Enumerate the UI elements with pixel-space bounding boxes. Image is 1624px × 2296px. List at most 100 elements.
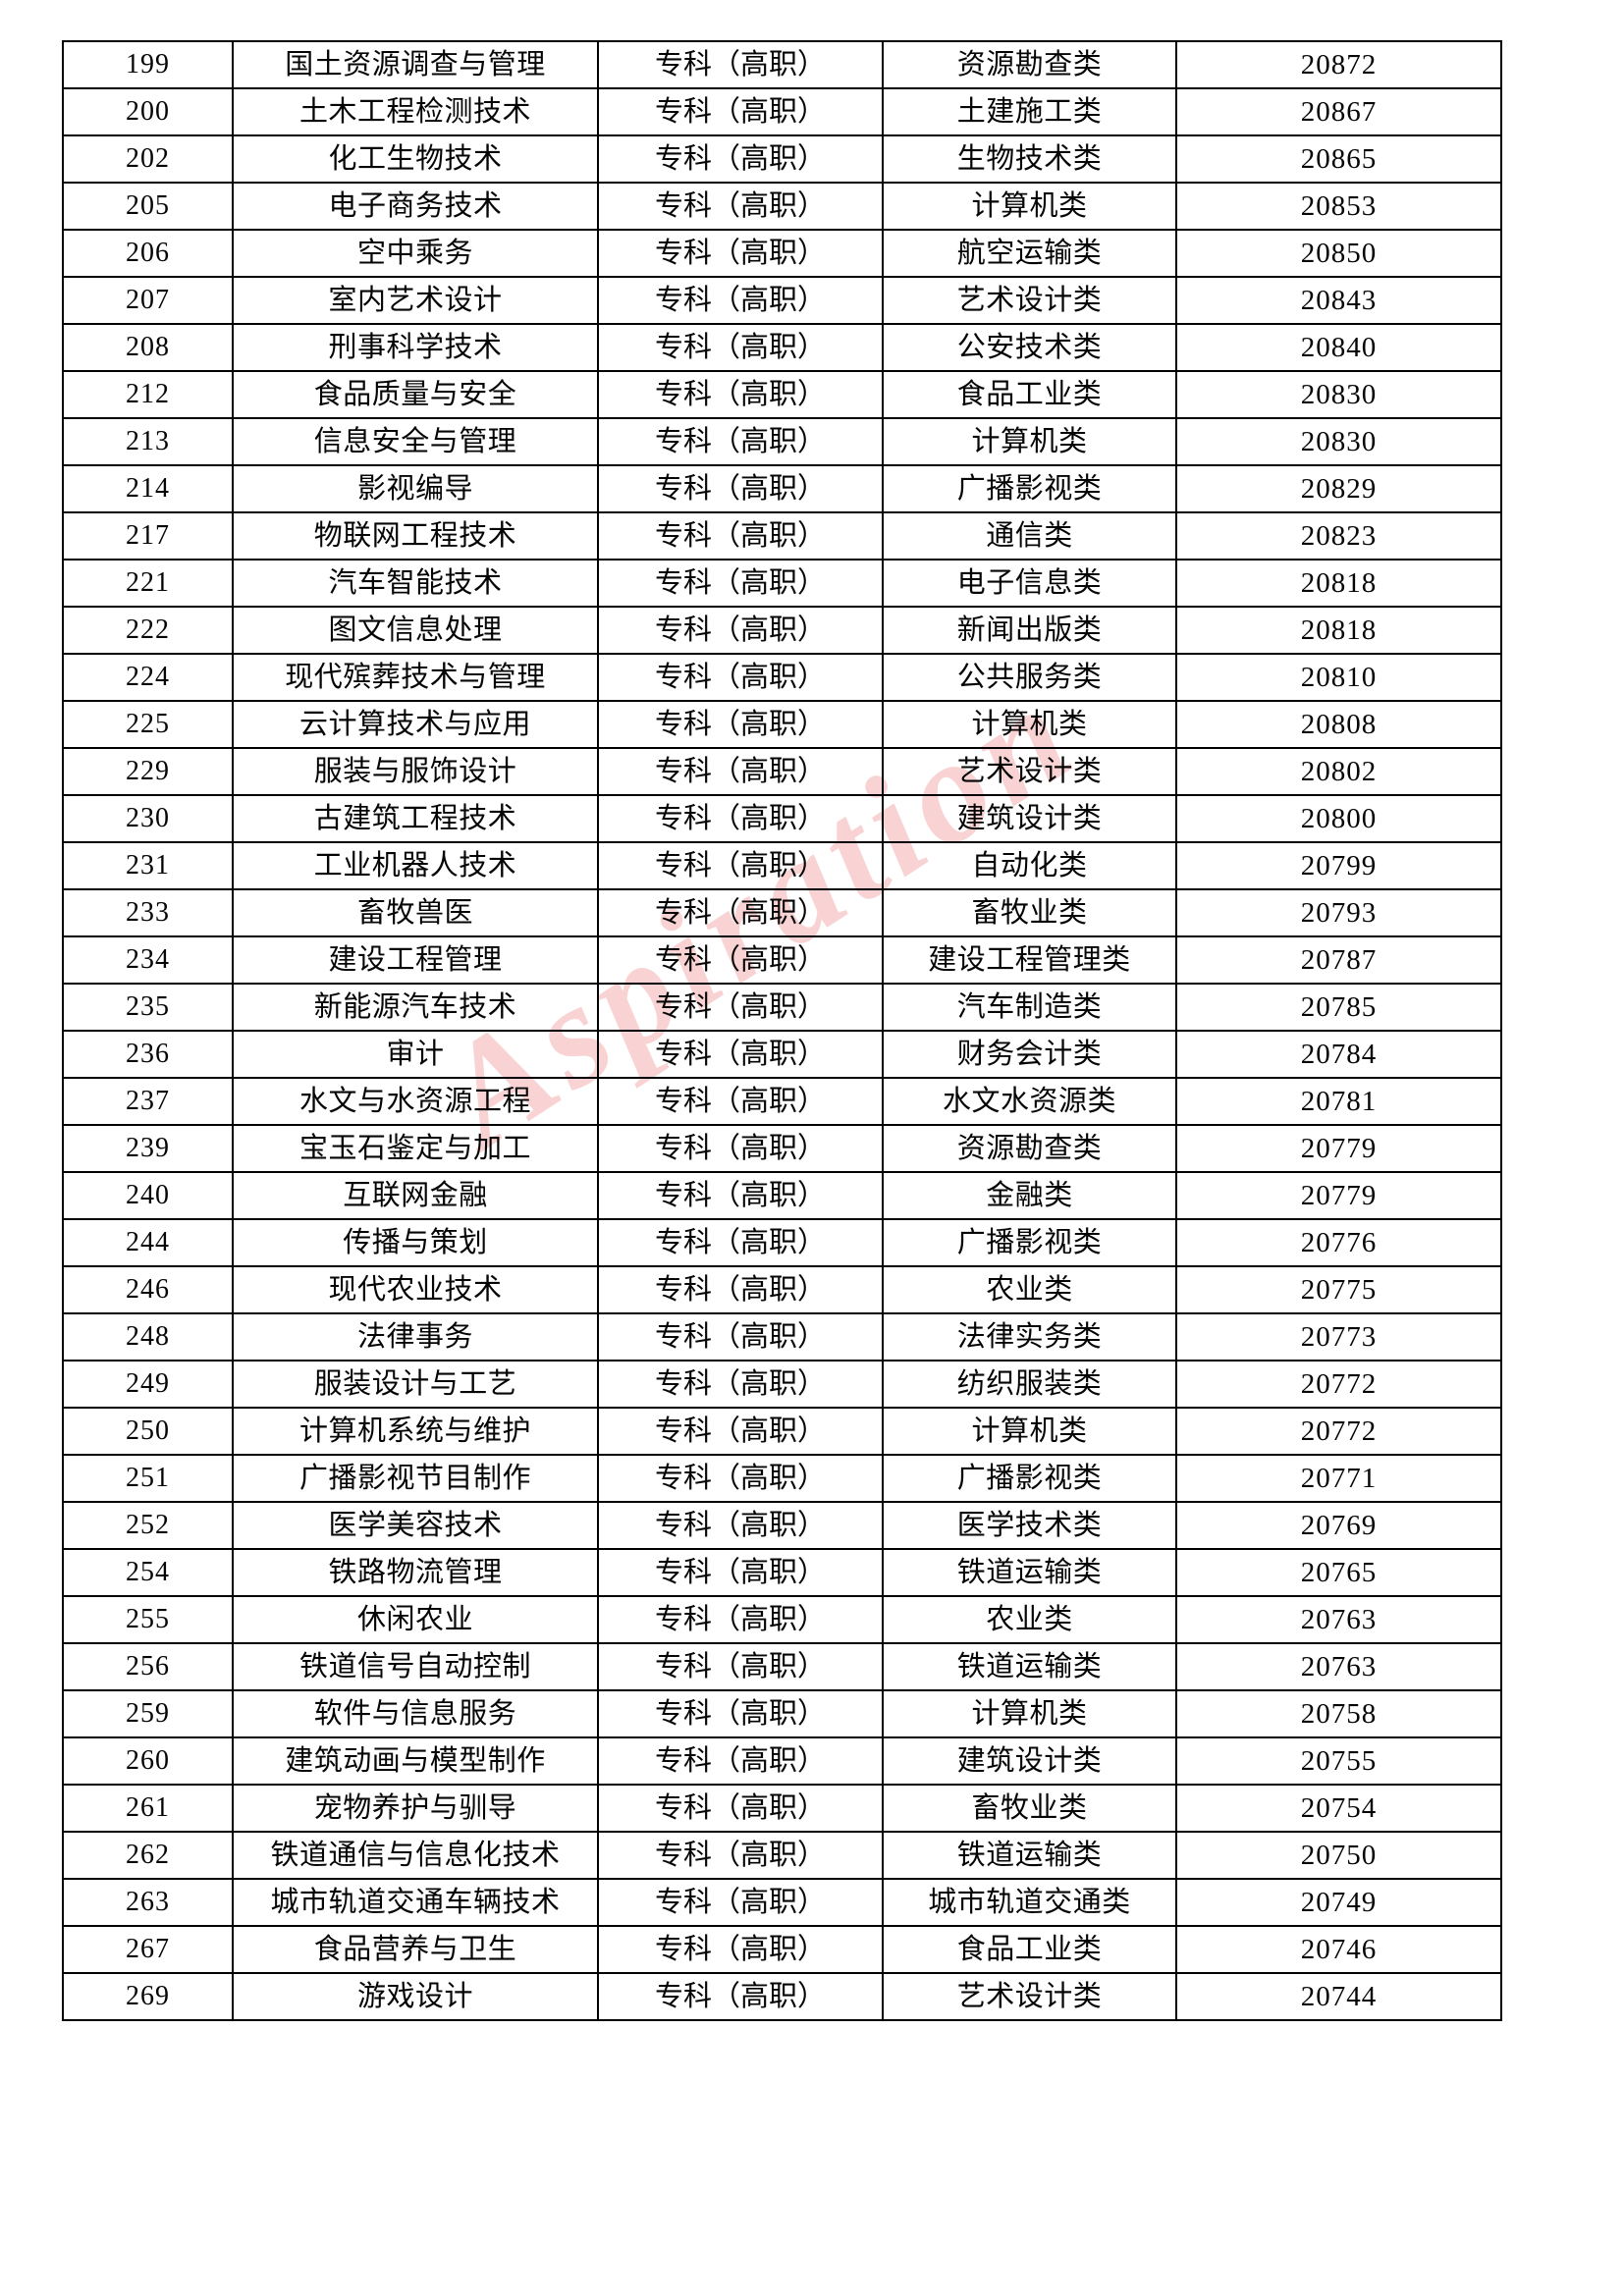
cell-level: 专科（高职） — [597, 1501, 884, 1550]
cell-major: 宝玉石鉴定与加工 — [232, 1124, 599, 1173]
cell-level: 专科（高职） — [597, 134, 884, 184]
cell-category: 广播影视类 — [882, 464, 1177, 513]
table-row: 217 物联网工程技术 专科（高职） 通信类 20823 — [62, 511, 1502, 561]
cell-score: 20754 — [1175, 1784, 1502, 1833]
cell-rank: 224 — [62, 653, 234, 702]
cell-score: 20867 — [1175, 87, 1502, 136]
cell-major: 水文与水资源工程 — [232, 1077, 599, 1126]
cell-level: 专科（高职） — [597, 1265, 884, 1314]
table-row: 259 软件与信息服务 专科（高职） 计算机类 20758 — [62, 1689, 1502, 1738]
cell-score: 20763 — [1175, 1595, 1502, 1644]
cell-score: 20784 — [1175, 1030, 1502, 1079]
cell-major: 化工生物技术 — [232, 134, 599, 184]
cell-score: 20749 — [1175, 1878, 1502, 1927]
table-row: 248 法律事务 专科（高职） 法律实务类 20773 — [62, 1312, 1502, 1362]
table-row: 233 畜牧兽医 专科（高职） 畜牧业类 20793 — [62, 888, 1502, 937]
cell-rank: 212 — [62, 370, 234, 419]
cell-score: 20843 — [1175, 276, 1502, 325]
cell-category: 建筑设计类 — [882, 1736, 1177, 1786]
cell-category: 水文水资源类 — [882, 1077, 1177, 1126]
cell-major: 法律事务 — [232, 1312, 599, 1362]
cell-level: 专科（高职） — [597, 1925, 884, 1974]
cell-major: 影视编导 — [232, 464, 599, 513]
cell-rank: 255 — [62, 1595, 234, 1644]
cell-rank: 239 — [62, 1124, 234, 1173]
cell-level: 专科（高职） — [597, 511, 884, 561]
cell-level: 专科（高职） — [597, 1972, 884, 2021]
cell-score: 20773 — [1175, 1312, 1502, 1362]
cell-rank: 246 — [62, 1265, 234, 1314]
cell-level: 专科（高职） — [597, 1784, 884, 1833]
cell-rank: 249 — [62, 1360, 234, 1409]
table-row: 236 审计 专科（高职） 财务会计类 20784 — [62, 1030, 1502, 1079]
cell-rank: 269 — [62, 1972, 234, 2021]
cell-major: 汽车智能技术 — [232, 559, 599, 608]
cell-score: 20872 — [1175, 40, 1502, 89]
cell-rank: 202 — [62, 134, 234, 184]
cell-rank: 260 — [62, 1736, 234, 1786]
cell-rank: 237 — [62, 1077, 234, 1126]
cell-major: 畜牧兽医 — [232, 888, 599, 937]
table-row: 222 图文信息处理 专科（高职） 新闻出版类 20818 — [62, 606, 1502, 655]
cell-rank: 217 — [62, 511, 234, 561]
cell-score: 20744 — [1175, 1972, 1502, 2021]
cell-category: 铁道运输类 — [882, 1831, 1177, 1880]
table-row: 251 广播影视节目制作 专科（高职） 广播影视类 20771 — [62, 1454, 1502, 1503]
cell-score: 20772 — [1175, 1360, 1502, 1409]
cell-level: 专科（高职） — [597, 1878, 884, 1927]
cell-category: 铁道运输类 — [882, 1642, 1177, 1691]
table-row: 256 铁道信号自动控制 专科（高职） 铁道运输类 20763 — [62, 1642, 1502, 1691]
table-row: 208 刑事科学技术 专科（高职） 公安技术类 20840 — [62, 323, 1502, 372]
cell-major: 室内艺术设计 — [232, 276, 599, 325]
cell-level: 专科（高职） — [597, 1454, 884, 1503]
cell-level: 专科（高职） — [597, 983, 884, 1032]
cell-major: 软件与信息服务 — [232, 1689, 599, 1738]
cell-level: 专科（高职） — [597, 182, 884, 231]
cell-score: 20850 — [1175, 229, 1502, 278]
cell-major: 铁道通信与信息化技术 — [232, 1831, 599, 1880]
cell-rank: 213 — [62, 417, 234, 466]
cell-category: 食品工业类 — [882, 1925, 1177, 1974]
cell-major: 铁道信号自动控制 — [232, 1642, 599, 1691]
cell-major: 游戏设计 — [232, 1972, 599, 2021]
cell-category: 自动化类 — [882, 841, 1177, 890]
cell-score: 20818 — [1175, 559, 1502, 608]
cell-level: 专科（高职） — [597, 841, 884, 890]
cell-level: 专科（高职） — [597, 370, 884, 419]
cell-major: 休闲农业 — [232, 1595, 599, 1644]
cell-rank: 236 — [62, 1030, 234, 1079]
table-row: 237 水文与水资源工程 专科（高职） 水文水资源类 20781 — [62, 1077, 1502, 1126]
cell-level: 专科（高职） — [597, 276, 884, 325]
cell-score: 20787 — [1175, 935, 1502, 985]
table-row: 234 建设工程管理 专科（高职） 建设工程管理类 20787 — [62, 935, 1502, 985]
cell-score: 20793 — [1175, 888, 1502, 937]
table-row: 224 现代殡葬技术与管理 专科（高职） 公共服务类 20810 — [62, 653, 1502, 702]
cell-major: 传播与策划 — [232, 1218, 599, 1267]
cell-score: 20758 — [1175, 1689, 1502, 1738]
table-row: 254 铁路物流管理 专科（高职） 铁道运输类 20765 — [62, 1548, 1502, 1597]
cell-rank: 225 — [62, 700, 234, 749]
cell-major: 工业机器人技术 — [232, 841, 599, 890]
table-row: 229 服装与服饰设计 专科（高职） 艺术设计类 20802 — [62, 747, 1502, 796]
cell-category: 建筑设计类 — [882, 794, 1177, 843]
cell-major: 服装与服饰设计 — [232, 747, 599, 796]
table-row: 200 土木工程检测技术 专科（高职） 土建施工类 20867 — [62, 87, 1502, 136]
cell-level: 专科（高职） — [597, 935, 884, 985]
table-row: 260 建筑动画与模型制作 专科（高职） 建筑设计类 20755 — [62, 1736, 1502, 1786]
cell-score: 20823 — [1175, 511, 1502, 561]
cell-score: 20781 — [1175, 1077, 1502, 1126]
cell-category: 新闻出版类 — [882, 606, 1177, 655]
cell-score: 20810 — [1175, 653, 1502, 702]
table-row: 255 休闲农业 专科（高职） 农业类 20763 — [62, 1595, 1502, 1644]
cell-rank: 229 — [62, 747, 234, 796]
cell-major: 信息安全与管理 — [232, 417, 599, 466]
table-row: 214 影视编导 专科（高职） 广播影视类 20829 — [62, 464, 1502, 513]
cell-major: 土木工程检测技术 — [232, 87, 599, 136]
table-row: 202 化工生物技术 专科（高职） 生物技术类 20865 — [62, 134, 1502, 184]
cell-level: 专科（高职） — [597, 653, 884, 702]
cell-score: 20865 — [1175, 134, 1502, 184]
cell-major: 互联网金融 — [232, 1171, 599, 1220]
cell-level: 专科（高职） — [597, 1595, 884, 1644]
cell-rank: 234 — [62, 935, 234, 985]
cell-rank: 205 — [62, 182, 234, 231]
